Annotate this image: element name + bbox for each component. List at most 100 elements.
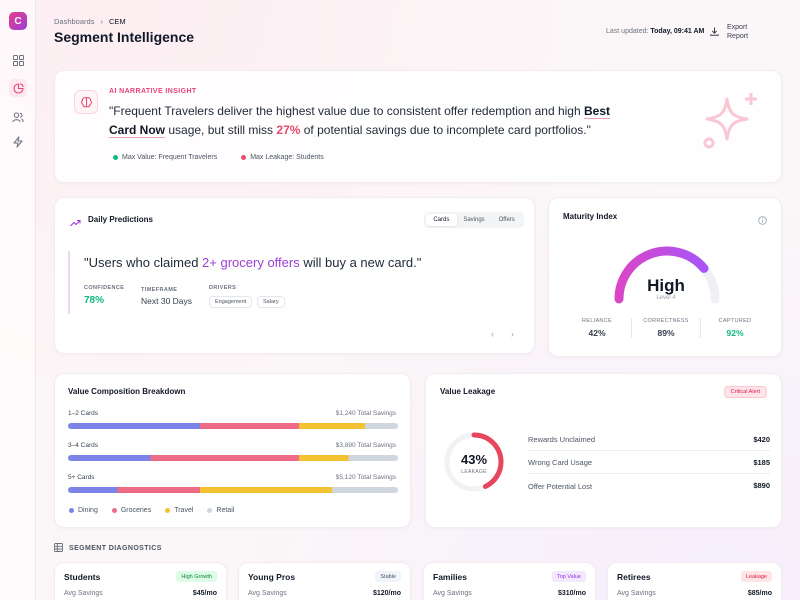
- maturity-index-card: Maturity Index High Level 4 RELIANCE 42% …: [548, 197, 782, 357]
- segment-badge: Leakage: [740, 571, 772, 582]
- stat-captured-value: 92%: [726, 328, 744, 338]
- segment-card-young-pros[interactable]: Young Pros Stable Avg Savings $120/mo: [238, 562, 411, 600]
- leak-amount-rewards-unclaimed: $420: [753, 435, 770, 444]
- avg-savings-value: $310/mo: [557, 590, 586, 597]
- predictions-title: Daily Predictions: [88, 215, 153, 224]
- avg-savings-value: $85/mo: [747, 590, 772, 597]
- segment-name: Retirees: [617, 572, 651, 582]
- bar-segment-groceries: [150, 455, 299, 461]
- leak-row-rewards-unclaimed: Rewards Unclaimed $420: [528, 435, 770, 444]
- tab-savings[interactable]: Savings: [463, 217, 485, 223]
- quote-accent: 2+ grocery offers: [202, 255, 300, 270]
- prediction-quote: "Users who claimed 2+ grocery offers wil…: [84, 255, 421, 270]
- maturity-stats: RELIANCE 42% CORRECTNESS 89% CAPTURED 92%: [563, 318, 769, 338]
- info-icon[interactable]: [758, 212, 767, 230]
- breadcrumb-dashboards[interactable]: Dashboards: [54, 17, 95, 26]
- legend-dot-groceries: [111, 507, 117, 513]
- bar-segment-dining: [68, 455, 151, 461]
- leak-label-rewards-unclaimed: Rewards Unclaimed: [528, 435, 596, 444]
- leak-row-offer-potential-lost: Offer Potential Lost $890: [528, 481, 770, 492]
- stat-captured: CAPTURED 92%: [701, 318, 769, 338]
- leakage-title: Value Leakage: [440, 387, 496, 396]
- legend-max-leakage: Max Leakage: Students: [241, 154, 324, 161]
- stat-reliance: RELIANCE 42%: [563, 318, 632, 338]
- legend-max-value: Max Value: Frequent Travelers: [113, 154, 217, 161]
- row-total-1-2-cards: $1,240 Total Savings: [335, 410, 396, 417]
- segment-badge: Stable: [375, 571, 401, 582]
- insight-tag: AI NARRATIVE INSIGHT: [109, 88, 197, 95]
- grid-icon[interactable]: [9, 51, 27, 69]
- segment-name: Families: [433, 572, 468, 582]
- maturity-sublevel: Level 4: [656, 295, 676, 301]
- quote-part-2: will buy a new card.": [299, 255, 422, 270]
- users-icon[interactable]: [9, 108, 27, 126]
- legend-dot-red: [241, 154, 247, 160]
- avg-savings-label: Avg Savings: [64, 590, 103, 597]
- row-total-5-plus-cards: $5,120 Total Savings: [335, 474, 396, 481]
- last-updated: Last updated: Today, 09:41 AM: [606, 28, 704, 35]
- confidence-value: 78%: [84, 295, 105, 306]
- segment-diagnostics-title: SEGMENT DIAGNOSTICS: [69, 545, 162, 552]
- legend-dining-label: Dining: [78, 507, 98, 514]
- export-report-label: Export Report: [727, 24, 749, 40]
- daily-predictions-card: Daily Predictions Cards Savings Offers "…: [54, 197, 535, 354]
- legend-dot-green: [113, 154, 118, 160]
- ai-insight-card: AI NARRATIVE INSIGHT "Frequent Travelers…: [54, 70, 782, 183]
- avg-savings-value: $120/mo: [372, 590, 401, 597]
- timeframe-value: Next 30 Days: [141, 296, 193, 306]
- stacked-bar-svg: [68, 423, 398, 429]
- value-composition-card: Value Composition Breakdown 1–2 Cards $1…: [54, 373, 411, 528]
- tab-offers[interactable]: Offers: [498, 217, 515, 223]
- tab-cards[interactable]: Cards: [426, 214, 457, 226]
- segment-badge: Top Value: [551, 571, 586, 582]
- export-report-button[interactable]: Export Report: [710, 20, 782, 44]
- leak-label-wrong-card-usage: Wrong Card Usage: [528, 458, 593, 467]
- stat-correctness-value: 89%: [657, 328, 675, 338]
- leak-amount-offer-potential-lost: $890: [753, 481, 770, 490]
- logo-letter: C: [14, 15, 22, 27]
- insight-text-part-2: usage, but still miss: [165, 123, 277, 137]
- row-total-3-4-cards: $3,890 Total Savings: [335, 442, 396, 449]
- next-arrow-icon[interactable]: ›: [511, 329, 514, 339]
- stacked-bar-svg: [68, 487, 398, 493]
- legend-dot-travel: [165, 507, 171, 513]
- quote-part-1: "Users who claimed: [84, 255, 203, 270]
- bar-segment-retail: [348, 455, 398, 461]
- composition-title: Value Composition Breakdown: [68, 387, 186, 396]
- legend-groceries: Groceries: [111, 507, 152, 514]
- stat-correctness: CORRECTNESS 89%: [632, 318, 701, 338]
- segment-card-students[interactable]: Students High Growth Avg Savings $45/mo: [54, 562, 227, 600]
- composition-bar-1-2-cards: [68, 423, 398, 429]
- breadcrumb-current: CEM: [108, 17, 126, 26]
- bar-segment-retail: [332, 487, 398, 493]
- legend-groceries-label: Groceries: [120, 507, 152, 514]
- sidebar: C: [0, 0, 36, 600]
- quote-accent-bar: [68, 251, 70, 314]
- bar-segment-retail: [365, 423, 398, 429]
- predictions-tabs: Cards Savings Offers: [424, 212, 524, 228]
- sparkle-icon: [697, 87, 763, 158]
- bar-segment-groceries: [200, 423, 299, 429]
- driver-chip-engagement: Engagement: [209, 296, 253, 308]
- stat-captured-label: CAPTURED: [718, 318, 752, 324]
- confidence-label: CONFIDENCE: [84, 285, 125, 291]
- avg-savings-label: Avg Savings: [248, 590, 287, 597]
- avg-savings-label: Avg Savings: [433, 590, 472, 597]
- table-icon: [54, 543, 63, 554]
- breadcrumb-separator: ›: [100, 17, 103, 26]
- row-label-1-2-cards: 1–2 Cards: [68, 410, 98, 417]
- segment-name: Young Pros: [248, 572, 296, 582]
- segment-card-retirees[interactable]: Retirees Leakage Avg Savings $85/mo: [607, 562, 782, 600]
- legend-max-leakage-label: Max Leakage: Students: [250, 154, 324, 161]
- drivers-label: DRIVERS: [209, 285, 237, 291]
- insight-text-part-3: of potential savings due to incomplete c…: [300, 123, 591, 137]
- stat-correctness-label: CORRECTNESS: [643, 318, 689, 324]
- app-logo[interactable]: C: [9, 12, 27, 30]
- stat-reliance-value: 42%: [588, 328, 606, 338]
- bolt-icon[interactable]: [9, 133, 27, 151]
- ring-fill: [444, 432, 504, 492]
- pie-chart-icon[interactable]: [9, 79, 27, 97]
- prev-arrow-icon[interactable]: ‹: [491, 329, 494, 339]
- segment-card-families[interactable]: Families Top Value Avg Savings $310/mo: [423, 562, 596, 600]
- avg-savings-label: Avg Savings: [617, 590, 656, 597]
